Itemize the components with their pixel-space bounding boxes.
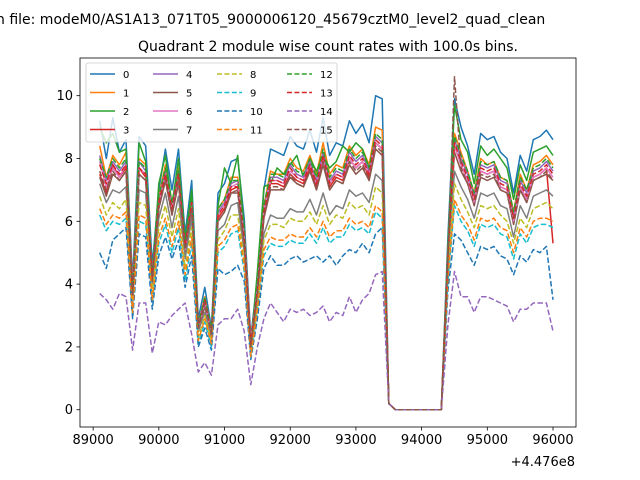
series-line-9 xyxy=(99,204,554,411)
x-axis: 89000 90000 91000 92000 93000 94000 95000 96000 xyxy=(72,427,574,448)
y-tick-label: 2 xyxy=(65,340,73,355)
y-axis: 0 2 4 6 8 10 xyxy=(56,89,80,418)
y-tick-label: 0 xyxy=(65,403,73,418)
x-tick-label: 90000 xyxy=(138,433,179,448)
legend-label-9: 9 xyxy=(250,88,256,99)
y-tick-label: 4 xyxy=(65,278,73,293)
axes-title: Quadrant 2 module wise count rates with … xyxy=(138,39,518,55)
x-tick-label: 92000 xyxy=(270,433,311,448)
legend-label-11: 11 xyxy=(250,125,263,136)
legend-label-15: 15 xyxy=(320,125,333,136)
y-tick-label: 10 xyxy=(56,89,73,104)
plot-frame xyxy=(79,57,577,428)
series-layer xyxy=(98,76,554,411)
legend-frame xyxy=(85,62,338,143)
legend-label-8: 8 xyxy=(250,70,256,81)
legend-label-5: 5 xyxy=(186,88,192,99)
series-line-7 xyxy=(98,170,554,411)
series-line-10 xyxy=(99,226,554,411)
figure-suptitle: n file: modeM0/AS1A13_071T05_9000006120_… xyxy=(0,12,545,28)
x-tick-label: 93000 xyxy=(335,433,376,448)
x-tick-label: 91000 xyxy=(204,433,245,448)
legend-label-2: 2 xyxy=(123,107,129,118)
series-line-12 xyxy=(98,132,554,411)
x-tick-label: 96000 xyxy=(532,433,573,448)
legend-label-0: 0 xyxy=(123,70,129,81)
legend-label-3: 3 xyxy=(123,125,129,136)
legend-label-12: 12 xyxy=(320,70,333,81)
x-tick-label: 89000 xyxy=(72,433,113,448)
legend-label-10: 10 xyxy=(250,107,263,118)
series-line-15 xyxy=(98,76,554,411)
legend-label-14: 14 xyxy=(320,107,333,118)
series-line-13 xyxy=(98,138,554,411)
legend-label-1: 1 xyxy=(123,88,129,99)
legend-label-6: 6 xyxy=(186,107,192,118)
x-offset-label: +4.476e8 xyxy=(511,455,575,470)
y-tick-label: 6 xyxy=(65,215,73,230)
legend-label-13: 13 xyxy=(320,88,333,99)
series-line-8 xyxy=(98,182,554,411)
y-tick-label: 8 xyxy=(65,152,73,167)
legend-label-7: 7 xyxy=(186,125,192,136)
x-tick-label: 94000 xyxy=(401,433,442,448)
legend-label-4: 4 xyxy=(186,70,192,81)
x-tick-label: 95000 xyxy=(467,433,508,448)
